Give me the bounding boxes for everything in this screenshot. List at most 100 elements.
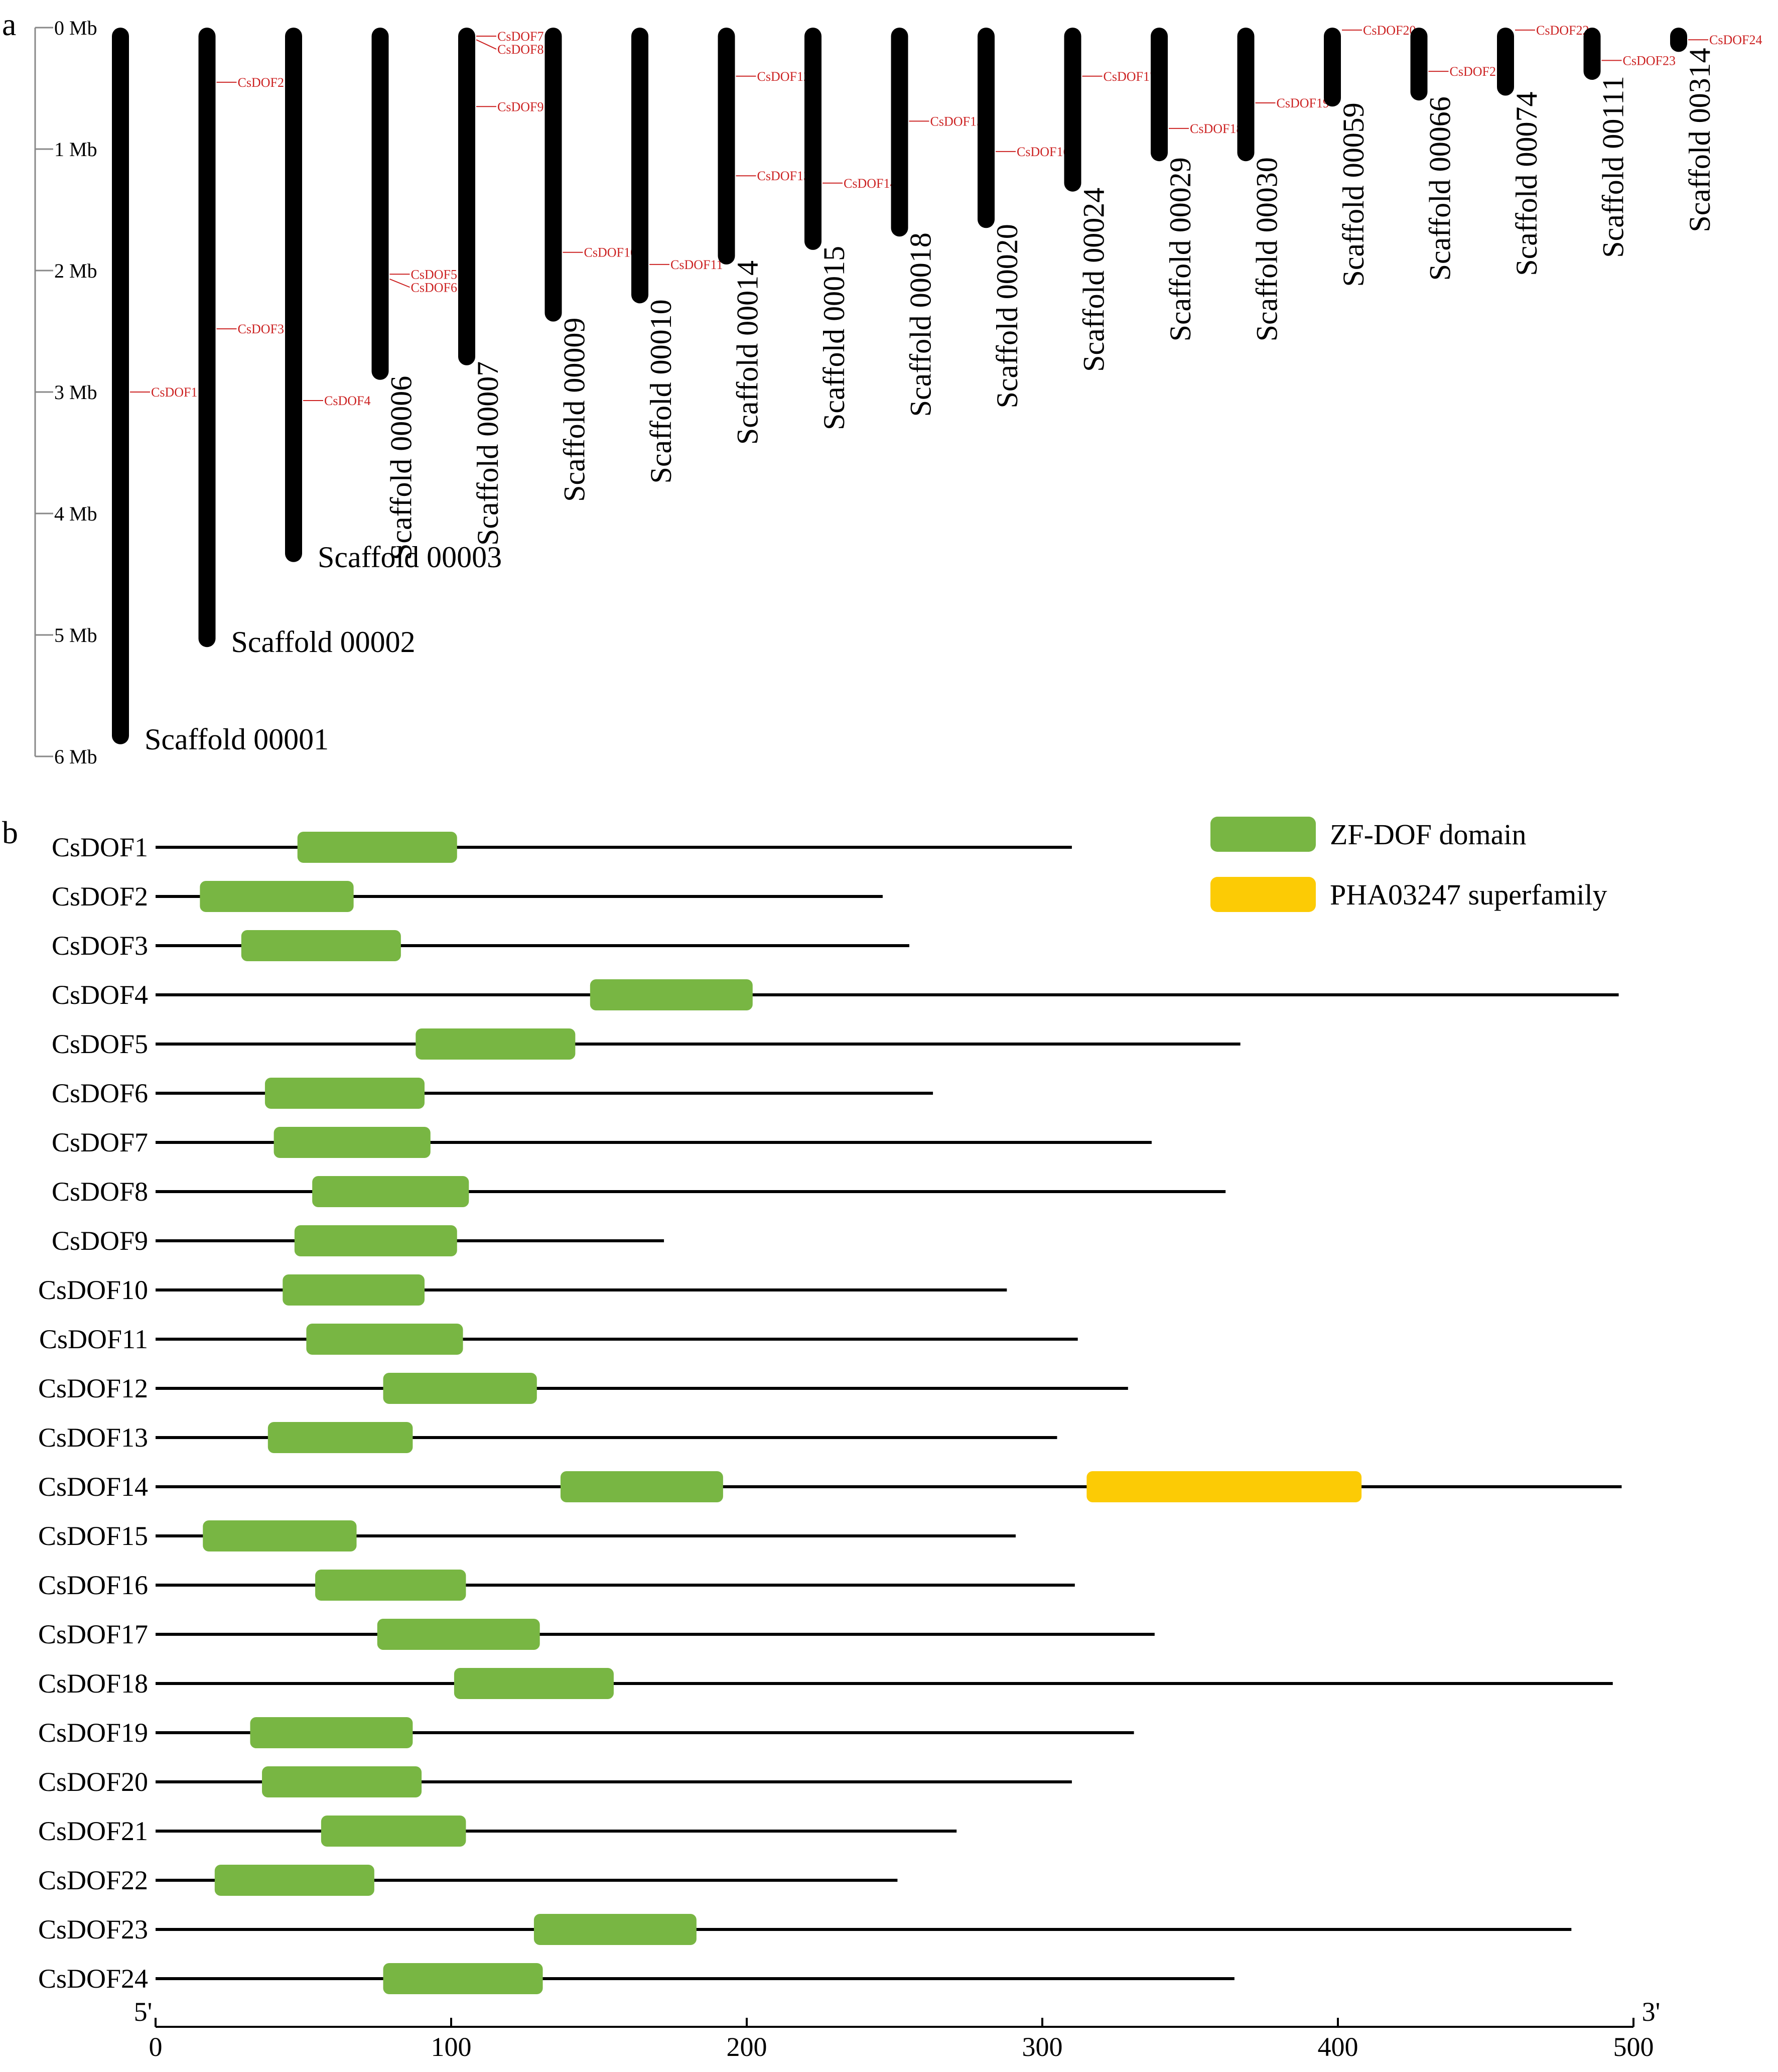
scaffold-13: Scaffold 00029 CsDOF18 xyxy=(1151,28,1243,341)
protein-label: CsDOF22 xyxy=(38,1865,148,1895)
scaffold-label: Scaffold 00314 xyxy=(1683,48,1716,232)
gene-marker-label: CsDOF6 xyxy=(411,280,457,295)
gene-marker-line xyxy=(476,39,497,50)
panel-a-letter: a xyxy=(2,7,16,42)
zf-dof-domain xyxy=(200,881,354,912)
protein-row: CsDOF18 xyxy=(38,1668,1613,1699)
scaffold-label: Scaffold 00007 xyxy=(471,361,504,546)
gene-marker-label: CsDOF18 xyxy=(1190,121,1243,136)
scaffold-bar xyxy=(544,28,562,322)
scaffold-bar xyxy=(1583,28,1601,80)
scaffold-bar xyxy=(1064,28,1081,192)
panel-a-chromosome-map: a 0 Mb 1 Mb 2 Mb 3 Mb 4 Mb 5 Mb 6 Mb Scaffold … xyxy=(2,7,1762,768)
scaffold-bar xyxy=(631,28,648,304)
scaffold-bar xyxy=(285,28,302,562)
zf-dof-domain xyxy=(560,1471,723,1502)
gene-marker-label: CsDOF17 xyxy=(1104,69,1156,84)
protein-row: CsDOF10 xyxy=(38,1274,1007,1306)
scaffold-12: Scaffold 00024 CsDOF17 xyxy=(1064,28,1156,372)
zf-dof-domain xyxy=(214,1865,374,1896)
scaffold-16: Scaffold 00066 CsDOF21 xyxy=(1410,28,1502,281)
scaffold-label: Scaffold 00010 xyxy=(644,299,677,483)
gene-marker-label: CsDOF21 xyxy=(1450,64,1502,79)
five-prime-label: 5' xyxy=(134,1997,153,2027)
gene-marker-label: CsDOF19 xyxy=(1277,96,1329,110)
zf-dof-domain xyxy=(262,1766,422,1797)
legend-label: PHA03247 superfamily xyxy=(1330,878,1607,911)
scaffold-17: Scaffold 00074 CsDOF22 xyxy=(1497,23,1589,276)
y-tick-label: 2 Mb xyxy=(54,260,97,282)
panel-a-y-axis: 0 Mb 1 Mb 2 Mb 3 Mb 4 Mb 5 Mb 6 Mb xyxy=(34,17,97,768)
scaffold-label: Scaffold 00111 xyxy=(1597,76,1630,258)
zf-dof-domain xyxy=(203,1520,357,1551)
protein-row: CsDOF14 xyxy=(38,1471,1622,1502)
panel-a-scaffolds: Scaffold 00001 CsDOF1 Scaffold 00002 CsDOF2… xyxy=(112,23,1762,756)
protein-label: CsDOF20 xyxy=(38,1767,148,1797)
gene-marker-label: CsDOF3 xyxy=(238,322,284,336)
scaffold-label: Scaffold 00006 xyxy=(385,376,418,560)
scaffold-bar xyxy=(891,28,908,237)
scaffold-bar xyxy=(1237,28,1255,162)
gene-marker-label: CsDOF4 xyxy=(324,394,370,408)
scaffold-label: Scaffold 00003 xyxy=(318,541,502,574)
scaffold-label: Scaffold 00059 xyxy=(1337,102,1370,287)
scaffold-bar xyxy=(112,28,129,744)
scaffold-bar xyxy=(458,28,475,365)
y-tick-label: 1 Mb xyxy=(54,138,97,161)
protein-label: CsDOF19 xyxy=(38,1718,148,1748)
scaffold-label: Scaffold 00015 xyxy=(817,246,851,430)
gene-marker-label: CsDOF15 xyxy=(930,114,983,128)
zf-dof-domain xyxy=(454,1668,614,1699)
scaffold-14: Scaffold 00030 CsDOF19 xyxy=(1237,28,1329,341)
protein-label: CsDOF18 xyxy=(38,1668,148,1699)
scaffold-label: Scaffold 00002 xyxy=(231,625,416,659)
zf-dof-domain xyxy=(241,930,401,961)
protein-label: CsDOF10 xyxy=(38,1275,148,1305)
protein-row: CsDOF24 xyxy=(38,1963,1235,1994)
scaffold-label: Scaffold 00029 xyxy=(1164,157,1197,341)
gene-marker-label: CsDOF10 xyxy=(584,245,637,260)
protein-row: CsDOF8 xyxy=(52,1176,1226,1207)
protein-label: CsDOF8 xyxy=(52,1177,148,1207)
protein-row: CsDOF4 xyxy=(52,979,1619,1010)
y-tick-label: 6 Mb xyxy=(54,745,97,768)
scaffold-bar xyxy=(1151,28,1168,162)
panel-b-letter: b xyxy=(2,815,18,850)
scaffold-1: Scaffold 00001 CsDOF1 xyxy=(112,28,329,756)
scaffold-bar xyxy=(1324,28,1341,107)
protein-label: CsDOF6 xyxy=(52,1078,148,1108)
zf-dof-domain xyxy=(590,979,753,1010)
scaffold-bar xyxy=(1410,28,1428,101)
protein-label: CsDOF3 xyxy=(52,931,148,961)
protein-row: CsDOF9 xyxy=(52,1225,664,1256)
scaffold-label: Scaffold 00014 xyxy=(731,261,764,445)
gene-marker-label: CsDOF14 xyxy=(844,176,896,191)
protein-row: CsDOF1 xyxy=(52,832,1072,863)
gene-marker-label: CsDOF9 xyxy=(497,99,543,114)
scaffold-label: Scaffold 00018 xyxy=(904,232,937,417)
protein-label: CsDOF17 xyxy=(38,1619,148,1649)
scaffold-bar xyxy=(1670,28,1687,52)
protein-row: CsDOF23 xyxy=(38,1914,1572,1945)
protein-row: CsDOF22 xyxy=(38,1865,898,1896)
protein-label: CsDOF11 xyxy=(39,1324,148,1354)
scaffold-bar xyxy=(1497,28,1514,96)
scaffold-10: Scaffold 00018 CsDOF15 xyxy=(891,28,983,417)
protein-row: CsDOF20 xyxy=(38,1766,1072,1797)
protein-row: CsDOF19 xyxy=(38,1717,1134,1748)
zf-dof-domain xyxy=(416,1028,576,1060)
scaffold-bar xyxy=(718,28,735,265)
x-tick-label: 200 xyxy=(727,2032,767,2062)
zf-dof-domain xyxy=(306,1324,463,1355)
scaffold-9: Scaffold 00015 CsDOF14 xyxy=(804,28,896,430)
protein-label: CsDOF9 xyxy=(52,1226,148,1256)
protein-label: CsDOF16 xyxy=(38,1570,148,1600)
protein-label: CsDOF15 xyxy=(38,1521,148,1551)
protein-row: CsDOF15 xyxy=(38,1520,1016,1551)
zf-dof-domain xyxy=(264,1078,425,1109)
protein-label: CsDOF12 xyxy=(38,1373,148,1403)
zf-dof-domain xyxy=(273,1127,431,1158)
